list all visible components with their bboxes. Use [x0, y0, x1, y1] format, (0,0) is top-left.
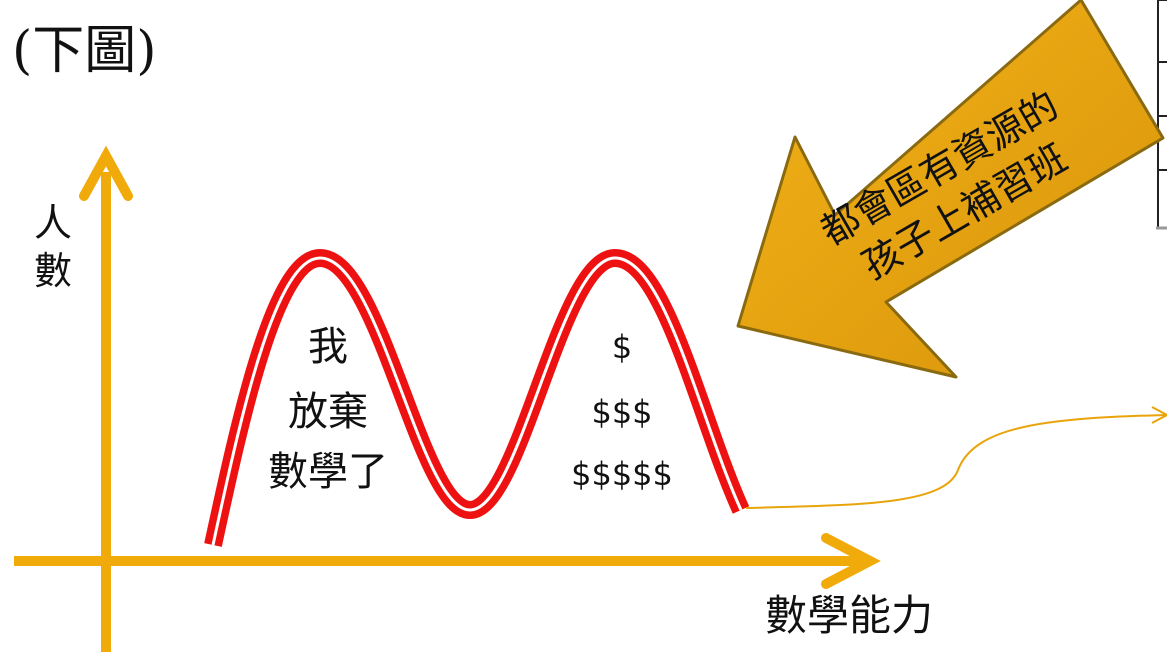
left-peak-line-2: 放棄	[288, 389, 368, 435]
left-peak-line-3: 數學了	[268, 449, 388, 495]
callout-arrow-shape	[736, 0, 1165, 379]
y-axis	[79, 145, 133, 652]
right-peak-line-1: $	[612, 328, 632, 366]
y-axis-label-line-1: 人	[34, 201, 72, 245]
connector-arrowhead	[1151, 406, 1167, 424]
right-peak-line-3: $$$$$	[571, 455, 673, 493]
x-axis-label: 數學能力	[765, 591, 933, 640]
left-peak-label: 我 放棄 數學了	[268, 324, 388, 495]
bimodal-curve	[204, 248, 750, 547]
y-axis-label-line-2: 數	[34, 249, 72, 293]
table-fragment	[1156, 0, 1167, 230]
x-axis	[14, 533, 881, 589]
connector-line	[745, 414, 1167, 509]
right-peak-label: $ $$$ $$$$$	[571, 328, 673, 493]
slide-title: (下圖)	[12, 21, 157, 81]
right-peak-line-2: $$$	[591, 393, 652, 431]
y-axis-label: 人 數	[34, 201, 72, 293]
callout-arrow: 都會區有資源的 孩子上補習班	[736, 0, 1165, 379]
left-peak-line-1: 我	[308, 324, 348, 370]
